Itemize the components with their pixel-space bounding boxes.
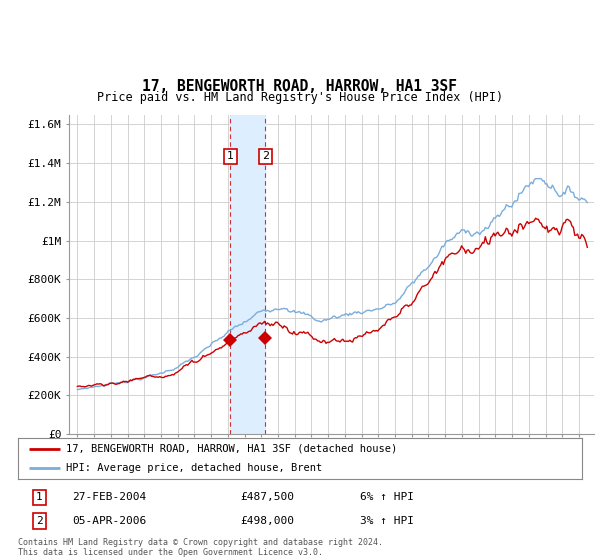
Text: £498,000: £498,000 bbox=[240, 516, 294, 526]
Text: 6% ↑ HPI: 6% ↑ HPI bbox=[360, 492, 414, 502]
Text: 3% ↑ HPI: 3% ↑ HPI bbox=[360, 516, 414, 526]
Text: 17, BENGEWORTH ROAD, HARROW, HA1 3SF (detached house): 17, BENGEWORTH ROAD, HARROW, HA1 3SF (de… bbox=[66, 444, 397, 454]
Text: Contains HM Land Registry data © Crown copyright and database right 2024.
This d: Contains HM Land Registry data © Crown c… bbox=[18, 538, 383, 557]
Bar bbox=[230, 115, 265, 434]
Text: 27-FEB-2004: 27-FEB-2004 bbox=[72, 492, 146, 502]
Text: 17, BENGEWORTH ROAD, HARROW, HA1 3SF: 17, BENGEWORTH ROAD, HARROW, HA1 3SF bbox=[143, 80, 458, 94]
Text: 2: 2 bbox=[262, 151, 269, 161]
Text: £487,500: £487,500 bbox=[240, 492, 294, 502]
Text: 1: 1 bbox=[36, 492, 43, 502]
Text: 05-APR-2006: 05-APR-2006 bbox=[72, 516, 146, 526]
Text: 2: 2 bbox=[36, 516, 43, 526]
Text: HPI: Average price, detached house, Brent: HPI: Average price, detached house, Bren… bbox=[66, 463, 322, 473]
Text: Price paid vs. HM Land Registry's House Price Index (HPI): Price paid vs. HM Land Registry's House … bbox=[97, 91, 503, 105]
Text: 1: 1 bbox=[227, 151, 234, 161]
